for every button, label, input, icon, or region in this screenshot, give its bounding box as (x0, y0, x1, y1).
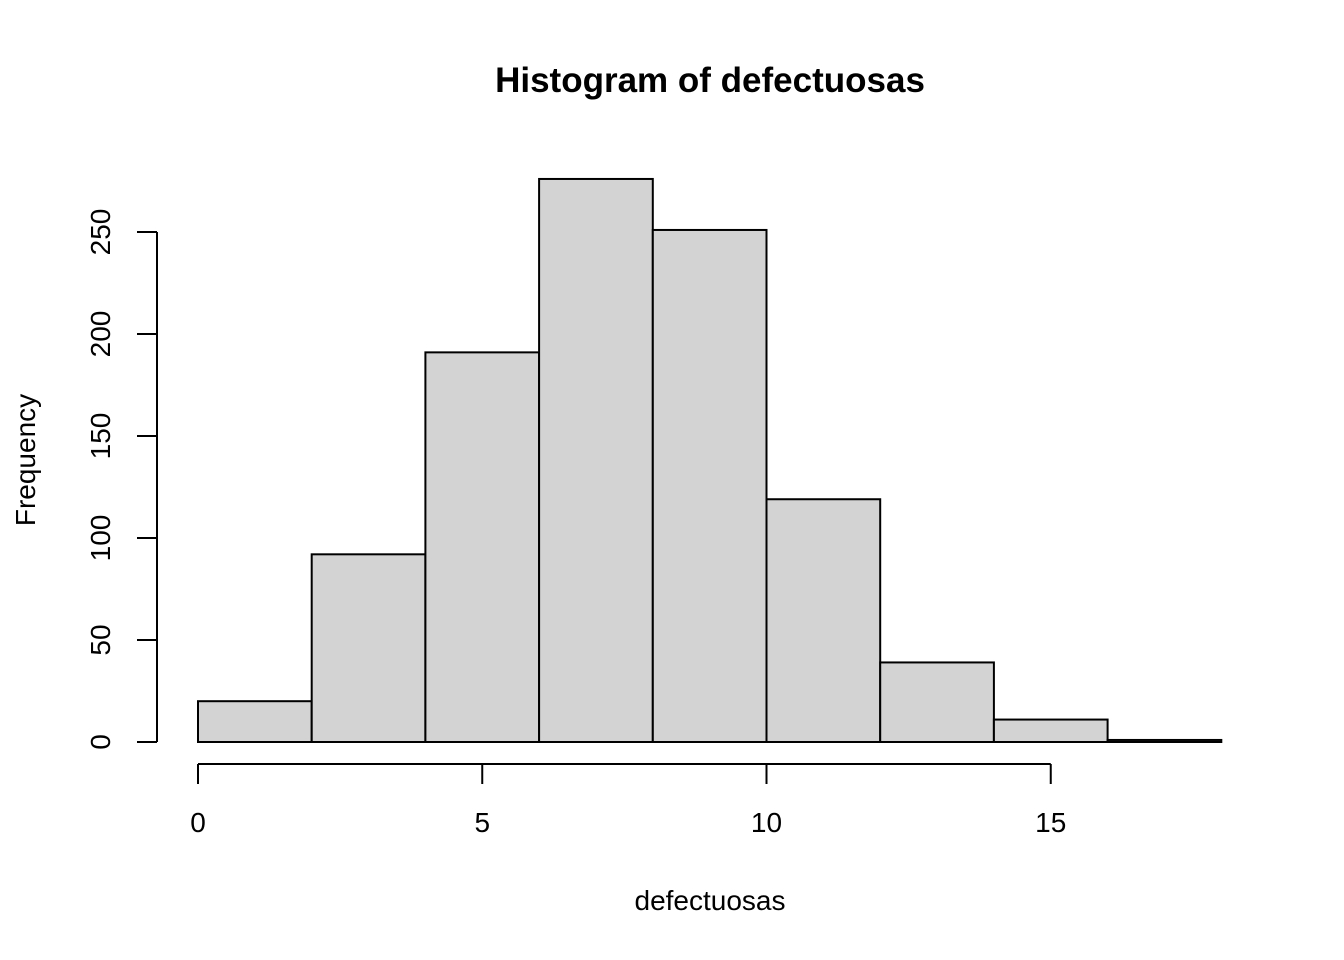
x-tick-label-3: 15 (1035, 807, 1066, 838)
y-axis-label: Frequency (10, 394, 41, 526)
y-tick-label-4: 200 (85, 311, 116, 358)
bars-group (197, 177, 1223, 744)
y-tick-label-5: 250 (85, 209, 116, 256)
y-tick-label-2: 100 (85, 515, 116, 562)
x-tick-label-0: 0 (190, 807, 206, 838)
x-tick-label-1: 5 (474, 807, 490, 838)
y-tick-label-0: 0 (85, 734, 116, 750)
histogram-bar-1 (310, 553, 427, 743)
x-axis: 0 5 10 15 (190, 763, 1066, 838)
histogram-bar-6 (879, 661, 995, 743)
y-tick-label-3: 150 (85, 413, 116, 460)
histogram-bar-3 (538, 177, 654, 743)
chart-title: Histogram of defectuosas (495, 61, 925, 100)
histogram-bar-5 (765, 498, 882, 743)
histogram-bar-0 (197, 700, 313, 744)
histogram-bar-4 (651, 228, 768, 743)
y-tick-label-1: 50 (85, 624, 116, 655)
histogram-bar-8 (1106, 738, 1223, 744)
x-tick-label-2: 10 (751, 807, 782, 838)
histogram-bar-2 (424, 351, 541, 743)
x-axis-label: defectuosas (635, 885, 786, 916)
y-axis: 0 50 100 150 200 250 (85, 209, 158, 750)
histogram-bar-7 (992, 718, 1109, 743)
